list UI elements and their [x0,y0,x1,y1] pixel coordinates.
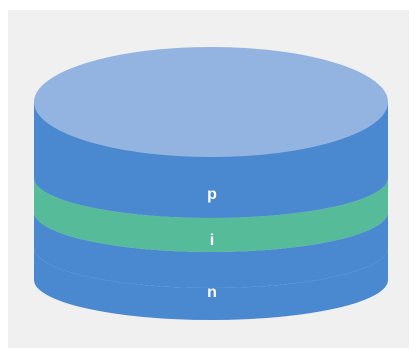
layer-i-label: i [210,232,214,249]
layer-i [34,178,388,252]
cylinder-top [34,47,388,157]
layer-n-label: n [207,284,217,301]
layer-n-body [34,212,388,288]
layer-p-label: p [207,186,217,203]
layer-n [34,248,388,320]
